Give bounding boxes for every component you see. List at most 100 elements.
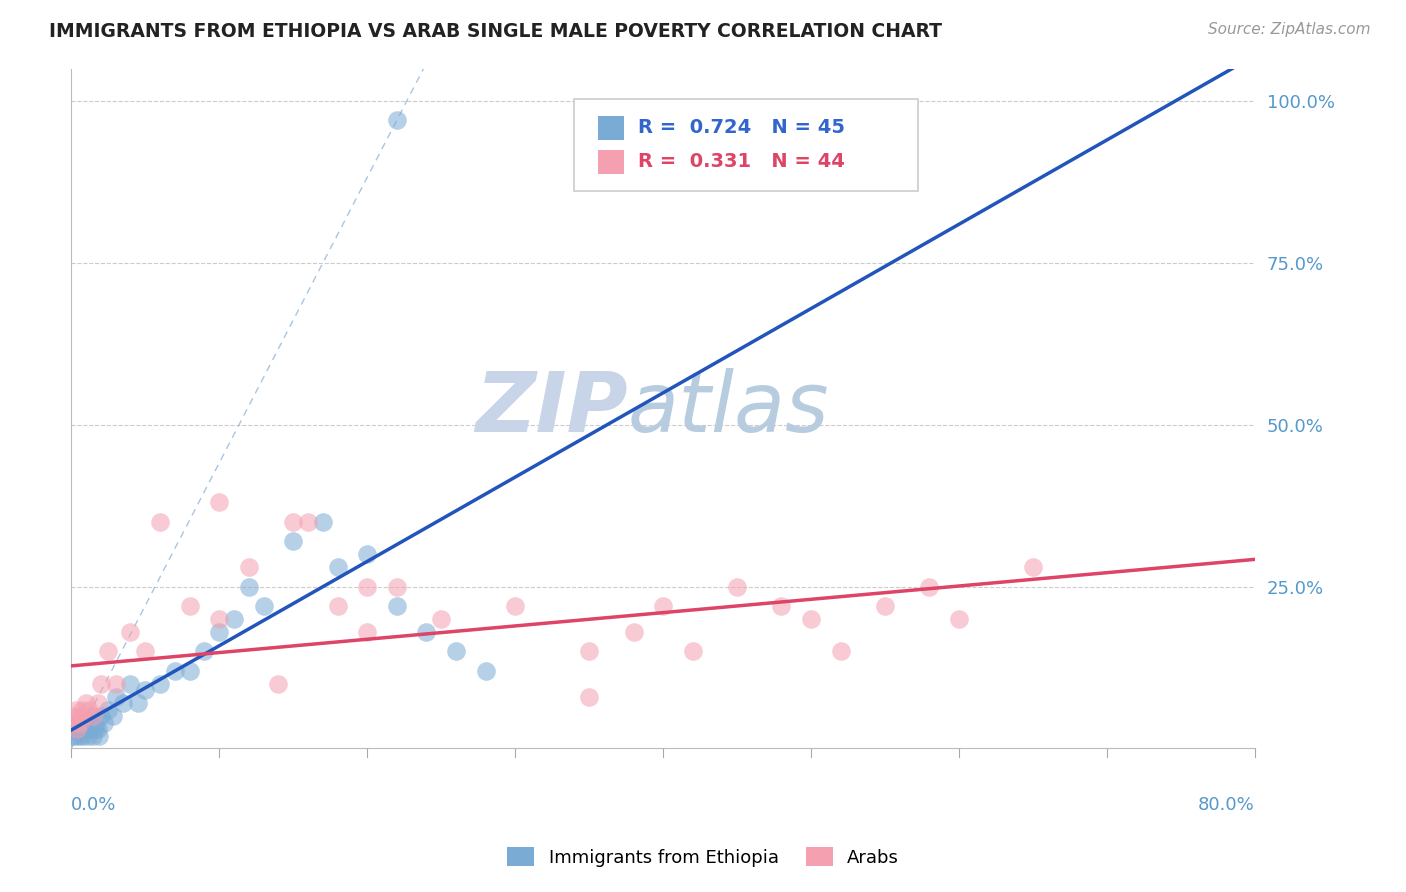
Point <box>89 729 111 743</box>
Point <box>62 729 84 743</box>
Point <box>104 677 127 691</box>
Point <box>77 715 100 730</box>
Text: 0.0%: 0.0% <box>72 796 117 814</box>
Point <box>65 729 87 743</box>
Point <box>503 599 526 613</box>
Point <box>97 644 120 658</box>
Point <box>385 580 408 594</box>
Text: 80.0%: 80.0% <box>1198 796 1256 814</box>
Point <box>149 677 172 691</box>
Point <box>682 644 704 658</box>
Text: R =  0.724   N = 45: R = 0.724 N = 45 <box>638 118 845 137</box>
Point <box>238 580 260 594</box>
Point <box>127 696 149 710</box>
Point <box>179 664 201 678</box>
Point <box>283 534 305 549</box>
Point <box>70 722 93 736</box>
Point <box>222 612 245 626</box>
Point <box>149 515 172 529</box>
Point <box>356 624 378 639</box>
Point <box>385 599 408 613</box>
Bar <box>598 116 624 139</box>
Point <box>918 580 941 594</box>
Point <box>120 624 142 639</box>
Point <box>112 696 135 710</box>
Point <box>430 612 453 626</box>
Point <box>208 624 231 639</box>
Point <box>79 722 101 736</box>
Point <box>297 515 319 529</box>
Point <box>652 599 675 613</box>
Point <box>75 722 97 736</box>
Point <box>356 580 378 594</box>
Point <box>87 696 110 710</box>
Point <box>67 709 90 723</box>
Point <box>90 709 112 723</box>
Text: Source: ZipAtlas.com: Source: ZipAtlas.com <box>1208 22 1371 37</box>
Point <box>72 729 94 743</box>
Point <box>80 709 103 723</box>
Point <box>873 599 896 613</box>
Point <box>578 690 600 704</box>
Point <box>120 677 142 691</box>
Point <box>104 690 127 704</box>
Point <box>208 495 231 509</box>
Point <box>70 703 93 717</box>
Point <box>238 560 260 574</box>
Point <box>800 612 823 626</box>
Point <box>73 715 96 730</box>
Point <box>474 664 496 678</box>
Point <box>66 722 89 736</box>
Point <box>87 722 110 736</box>
Point <box>93 715 115 730</box>
FancyBboxPatch shape <box>574 99 918 191</box>
Point <box>356 547 378 561</box>
Point <box>75 696 97 710</box>
Point <box>134 644 156 658</box>
Point <box>385 113 408 128</box>
Point <box>66 715 89 730</box>
Point <box>312 515 335 529</box>
Point <box>415 624 437 639</box>
Point <box>1022 560 1045 574</box>
Point <box>65 703 87 717</box>
Point <box>62 709 84 723</box>
Point <box>326 560 349 574</box>
Text: R =  0.331   N = 44: R = 0.331 N = 44 <box>638 153 845 171</box>
Point <box>101 709 124 723</box>
Point <box>623 624 645 639</box>
Point <box>725 580 748 594</box>
Point <box>69 715 91 730</box>
Point <box>97 703 120 717</box>
Point <box>77 703 100 717</box>
Point <box>84 722 107 736</box>
Point <box>82 709 104 723</box>
Point <box>90 677 112 691</box>
Point <box>134 683 156 698</box>
Point <box>770 599 793 613</box>
Point <box>72 709 94 723</box>
Point <box>163 664 186 678</box>
Point <box>208 612 231 626</box>
Text: atlas: atlas <box>627 368 830 449</box>
Point <box>578 644 600 658</box>
Point <box>63 715 86 730</box>
Point <box>76 729 98 743</box>
Legend: Immigrants from Ethiopia, Arabs: Immigrants from Ethiopia, Arabs <box>499 840 907 874</box>
Bar <box>598 150 624 174</box>
Point <box>67 722 90 736</box>
Point <box>326 599 349 613</box>
Text: ZIP: ZIP <box>475 368 627 449</box>
Point <box>86 715 108 730</box>
Point <box>444 644 467 658</box>
Point <box>179 599 201 613</box>
Point <box>948 612 970 626</box>
Point <box>283 515 305 529</box>
Point <box>193 644 215 658</box>
Point <box>82 729 104 743</box>
Point <box>252 599 274 613</box>
Text: IMMIGRANTS FROM ETHIOPIA VS ARAB SINGLE MALE POVERTY CORRELATION CHART: IMMIGRANTS FROM ETHIOPIA VS ARAB SINGLE … <box>49 22 942 41</box>
Point <box>63 722 86 736</box>
Point <box>267 677 290 691</box>
Point <box>830 644 852 658</box>
